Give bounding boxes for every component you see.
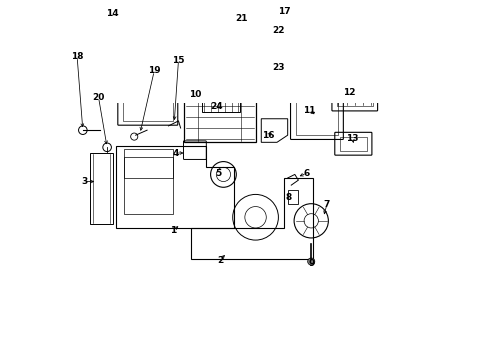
Bar (122, 94, 172, 121)
Text: 15: 15 (172, 56, 184, 65)
Bar (257, 48, 279, 59)
Text: 14: 14 (106, 9, 119, 18)
Text: 3: 3 (81, 177, 87, 186)
Text: 16: 16 (262, 131, 274, 140)
Text: 23: 23 (272, 63, 284, 72)
Text: 7: 7 (323, 200, 329, 209)
Bar (123, 149, 173, 178)
Bar (249, 22, 258, 30)
Text: 19: 19 (147, 67, 160, 76)
Circle shape (307, 258, 314, 265)
Text: 5: 5 (215, 168, 221, 177)
Text: 18: 18 (71, 52, 83, 61)
Text: 24: 24 (209, 102, 222, 111)
Text: 10: 10 (188, 90, 201, 99)
Bar (339, 136, 366, 151)
Text: 13: 13 (346, 134, 358, 143)
Bar (295, 99, 338, 135)
Text: 12: 12 (343, 88, 355, 97)
Text: 1: 1 (170, 226, 176, 235)
Text: 17: 17 (277, 7, 290, 16)
Text: 21: 21 (235, 14, 247, 23)
Text: 6: 6 (303, 168, 309, 177)
Bar (123, 157, 173, 214)
Text: 8: 8 (285, 193, 291, 202)
Bar (287, 190, 298, 204)
Text: 4: 4 (172, 149, 179, 158)
Text: 2: 2 (216, 256, 223, 265)
Text: 11: 11 (302, 106, 315, 115)
Text: 22: 22 (272, 26, 284, 35)
Text: 20: 20 (92, 93, 104, 102)
Bar (336, 88, 372, 106)
Bar (257, 26, 278, 37)
Text: 9: 9 (307, 259, 314, 268)
